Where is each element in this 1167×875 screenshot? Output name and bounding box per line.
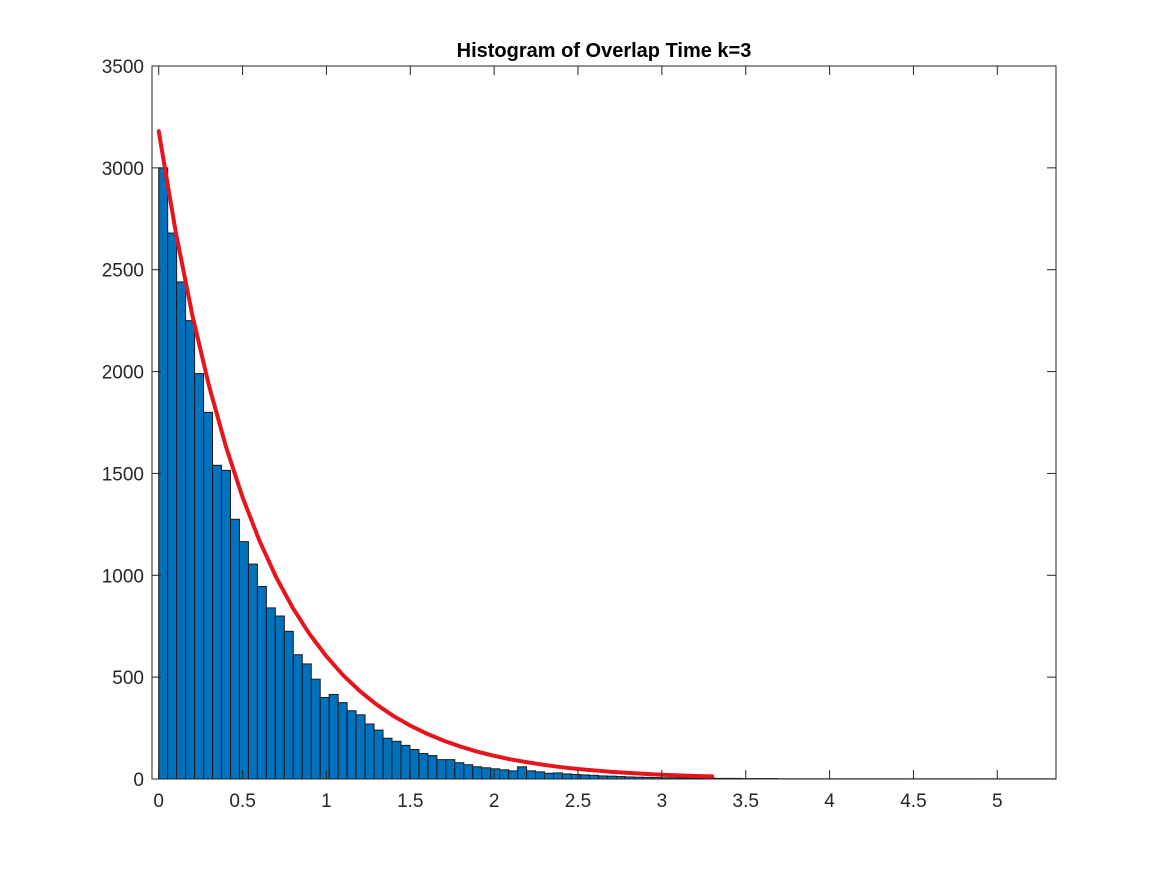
x-tick-label: 2 bbox=[489, 791, 500, 812]
y-tick-label: 3500 bbox=[102, 57, 144, 78]
x-tick-label: 2.5 bbox=[565, 791, 591, 812]
histogram-bar bbox=[526, 770, 537, 780]
histogram-bar bbox=[212, 464, 223, 780]
histogram-bar bbox=[319, 697, 330, 780]
histogram-bar bbox=[418, 753, 429, 780]
histogram-bar bbox=[544, 772, 555, 780]
histogram-bar bbox=[256, 585, 267, 780]
x-tick-label: 1.5 bbox=[397, 791, 423, 812]
x-tick-label: 4 bbox=[824, 791, 835, 812]
histogram-bar bbox=[238, 541, 249, 780]
fit-curve-line bbox=[156, 129, 715, 779]
histogram-bar bbox=[391, 740, 402, 780]
histogram-bar bbox=[292, 654, 303, 780]
histogram-bar bbox=[310, 678, 321, 780]
histogram-bar bbox=[194, 373, 205, 780]
histogram-bar bbox=[364, 723, 375, 780]
histogram-bar bbox=[427, 755, 438, 780]
histogram-bar bbox=[221, 469, 231, 780]
histogram-bar bbox=[445, 759, 456, 780]
histogram-bar bbox=[337, 702, 348, 780]
y-tick-label: 3000 bbox=[102, 159, 144, 180]
histogram-bar bbox=[301, 663, 312, 780]
histogram-bar bbox=[570, 774, 581, 780]
histogram-bar bbox=[508, 770, 519, 780]
x-axis: 0 0.5 1 1.5 2 2.5 3 3.5 4 4.5 5 bbox=[153, 66, 1003, 812]
histogram-bar bbox=[409, 748, 420, 780]
histogram-bar bbox=[203, 411, 214, 780]
histogram-bar bbox=[247, 563, 258, 780]
y-tick-label: 1000 bbox=[102, 566, 144, 587]
histogram-bar bbox=[588, 774, 599, 780]
histogram-bar bbox=[517, 766, 528, 780]
histogram-bar bbox=[454, 762, 465, 780]
x-tick-label: 4.5 bbox=[900, 791, 926, 812]
x-tick-label: 0 bbox=[153, 791, 164, 812]
histogram-bar bbox=[499, 769, 510, 780]
histogram-bar bbox=[274, 615, 285, 780]
histogram-bar bbox=[481, 767, 492, 780]
histogram-bar bbox=[436, 759, 447, 780]
x-tick-label: 0.5 bbox=[229, 791, 255, 812]
histogram-bar bbox=[472, 766, 483, 780]
histogram-bar bbox=[167, 232, 178, 780]
histogram-bar bbox=[561, 773, 572, 780]
y-tick-label: 2500 bbox=[102, 261, 144, 282]
y-tick-label: 2000 bbox=[102, 363, 144, 384]
y-tick-label: 0 bbox=[133, 770, 144, 791]
histogram-bar bbox=[382, 737, 393, 780]
x-tick-label: 3 bbox=[657, 791, 668, 812]
x-tick-label: 3.5 bbox=[733, 791, 759, 812]
histogram-bar bbox=[490, 768, 501, 780]
histogram-bar bbox=[553, 772, 563, 780]
histogram-bar bbox=[535, 771, 546, 780]
plot-area-frame bbox=[151, 65, 1057, 780]
histogram-bar bbox=[265, 607, 276, 780]
histogram-bar bbox=[346, 710, 357, 780]
x-tick-label: 1 bbox=[321, 791, 332, 812]
histogram-bar bbox=[579, 774, 590, 780]
histogram-bar bbox=[463, 764, 474, 780]
y-axis: 0 500 1000 1500 2000 2500 3000 3500 bbox=[102, 57, 1056, 791]
histogram-bar bbox=[176, 281, 187, 780]
histogram-bar bbox=[229, 518, 240, 780]
histogram-bar bbox=[400, 744, 411, 780]
histogram-bar bbox=[373, 729, 384, 780]
histogram-bar bbox=[185, 320, 196, 780]
chart-title: Histogram of Overlap Time k=3 bbox=[457, 40, 752, 62]
y-tick-label: 500 bbox=[112, 668, 144, 689]
histogram-bars bbox=[158, 167, 1057, 780]
x-tick-label: 5 bbox=[992, 791, 1003, 812]
histogram-bar bbox=[355, 714, 366, 780]
histogram-bar bbox=[283, 630, 294, 780]
y-tick-label: 1500 bbox=[102, 464, 144, 485]
histogram-bar bbox=[328, 693, 339, 780]
fit-curve-group bbox=[156, 129, 715, 779]
